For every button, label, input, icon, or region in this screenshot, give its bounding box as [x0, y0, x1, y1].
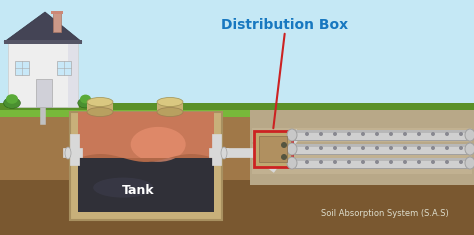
- Bar: [292, 158, 470, 168]
- Bar: [254, 131, 292, 167]
- Ellipse shape: [431, 132, 435, 136]
- Bar: [252, 160, 472, 174]
- Ellipse shape: [403, 132, 407, 136]
- Ellipse shape: [333, 160, 337, 164]
- Bar: [57, 61, 71, 75]
- Ellipse shape: [389, 160, 393, 164]
- Ellipse shape: [375, 160, 379, 164]
- Ellipse shape: [459, 160, 463, 164]
- Circle shape: [281, 142, 287, 148]
- Ellipse shape: [361, 132, 365, 136]
- Ellipse shape: [6, 94, 18, 104]
- Ellipse shape: [347, 132, 351, 136]
- Bar: [8, 42, 78, 107]
- Ellipse shape: [287, 143, 297, 155]
- Ellipse shape: [361, 160, 365, 164]
- Bar: [292, 144, 470, 154]
- Ellipse shape: [459, 146, 463, 150]
- Bar: [292, 130, 470, 133]
- Ellipse shape: [4, 98, 20, 108]
- Ellipse shape: [361, 146, 365, 150]
- Ellipse shape: [375, 132, 379, 136]
- Ellipse shape: [333, 132, 337, 136]
- Polygon shape: [4, 12, 82, 42]
- Ellipse shape: [78, 98, 93, 108]
- Bar: [252, 144, 472, 158]
- Ellipse shape: [417, 160, 421, 164]
- Ellipse shape: [221, 147, 227, 159]
- Ellipse shape: [157, 98, 183, 106]
- Polygon shape: [0, 105, 474, 117]
- Ellipse shape: [157, 107, 183, 117]
- Bar: [87, 102, 113, 112]
- Ellipse shape: [287, 157, 297, 169]
- Text: Tank: Tank: [122, 184, 155, 196]
- Ellipse shape: [445, 132, 449, 136]
- Ellipse shape: [459, 132, 463, 136]
- Bar: [70, 112, 222, 220]
- Bar: [4, 40, 82, 44]
- Ellipse shape: [87, 107, 113, 117]
- Bar: [292, 130, 470, 140]
- Polygon shape: [0, 103, 474, 110]
- Polygon shape: [78, 154, 214, 162]
- Bar: [252, 128, 472, 142]
- Bar: [0, 117, 474, 235]
- Text: Distribution Box: Distribution Box: [221, 18, 348, 32]
- Ellipse shape: [465, 143, 474, 155]
- Ellipse shape: [319, 160, 323, 164]
- Bar: [0, 180, 474, 235]
- Bar: [36, 79, 52, 107]
- Bar: [78, 112, 214, 158]
- Ellipse shape: [431, 146, 435, 150]
- Bar: [250, 110, 474, 185]
- Ellipse shape: [445, 160, 449, 164]
- Circle shape: [281, 154, 287, 160]
- Ellipse shape: [65, 147, 71, 159]
- Ellipse shape: [305, 146, 309, 150]
- Ellipse shape: [389, 132, 393, 136]
- Ellipse shape: [319, 146, 323, 150]
- Ellipse shape: [417, 132, 421, 136]
- Bar: [78, 158, 214, 212]
- Ellipse shape: [131, 127, 186, 162]
- Ellipse shape: [93, 178, 153, 198]
- Ellipse shape: [403, 160, 407, 164]
- Ellipse shape: [305, 160, 309, 164]
- Bar: [68, 42, 78, 107]
- Ellipse shape: [347, 146, 351, 150]
- Bar: [53, 12, 61, 32]
- Ellipse shape: [80, 95, 91, 103]
- Ellipse shape: [465, 129, 474, 141]
- Ellipse shape: [445, 146, 449, 150]
- Ellipse shape: [87, 98, 113, 106]
- Ellipse shape: [375, 146, 379, 150]
- Bar: [51, 11, 63, 14]
- Ellipse shape: [465, 157, 474, 169]
- Ellipse shape: [417, 146, 421, 150]
- Ellipse shape: [319, 132, 323, 136]
- Bar: [292, 158, 470, 161]
- Ellipse shape: [389, 146, 393, 150]
- Bar: [292, 144, 470, 147]
- Ellipse shape: [333, 146, 337, 150]
- Bar: [259, 136, 287, 162]
- Ellipse shape: [347, 160, 351, 164]
- Ellipse shape: [431, 160, 435, 164]
- Text: Soil Absorption System (S.A.S): Soil Absorption System (S.A.S): [321, 208, 449, 218]
- Bar: [157, 102, 183, 112]
- Bar: [15, 61, 29, 75]
- Ellipse shape: [305, 132, 309, 136]
- Ellipse shape: [287, 129, 297, 141]
- Ellipse shape: [403, 146, 407, 150]
